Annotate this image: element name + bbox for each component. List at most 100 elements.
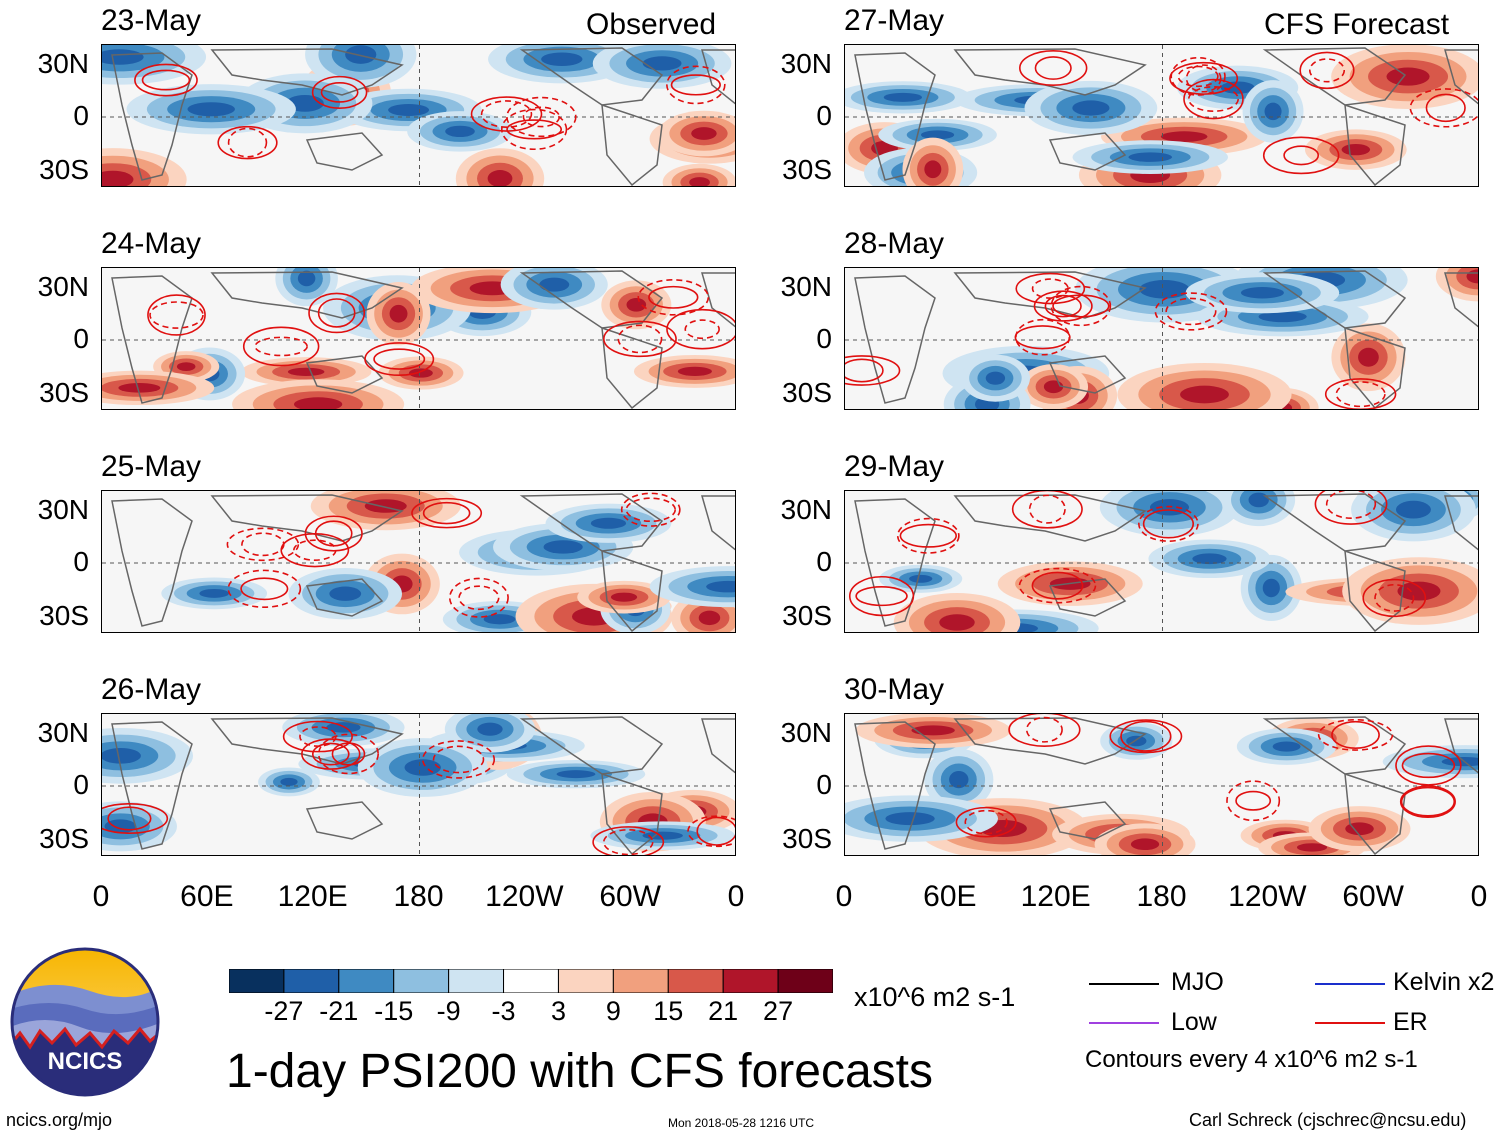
er-contour — [1425, 93, 1466, 123]
er-contour — [666, 308, 735, 350]
colorbar-units: x10^6 m2 s-1 — [854, 982, 1016, 1012]
negative-anomaly — [326, 722, 361, 733]
er-contour — [1170, 56, 1226, 96]
y-tick-label: 0 — [816, 100, 832, 131]
negative-anomaly — [102, 49, 144, 65]
coastline — [1444, 272, 1478, 328]
negative-anomaly — [539, 277, 570, 292]
er-contour — [955, 806, 1017, 838]
negative-anomaly — [1139, 280, 1190, 299]
negative-anomaly — [885, 812, 935, 826]
x-tick-label: 60E — [180, 880, 234, 913]
er-contour — [1317, 718, 1394, 751]
y-tick-label: 30S — [39, 154, 89, 185]
positive-anomaly — [689, 177, 710, 186]
y-tick-label: 0 — [816, 323, 832, 354]
negative-anomaly — [642, 56, 682, 71]
er-contour — [1324, 378, 1397, 409]
er-contour — [311, 742, 350, 766]
coastline — [1344, 549, 1406, 632]
er-contour — [845, 355, 901, 386]
coastline — [1444, 718, 1478, 774]
panel-date-label: 30-May — [844, 673, 945, 706]
negative-anomaly — [1128, 152, 1173, 162]
er-contour — [1050, 285, 1112, 327]
y-tick-label: 0 — [73, 100, 89, 131]
er-contour — [240, 577, 289, 601]
x-tick-label: 0 — [1470, 880, 1488, 913]
coastline — [601, 549, 663, 632]
y-tick-label: 30N — [780, 48, 832, 79]
er-contour — [317, 298, 356, 328]
legend-kelvin-label: Kelvin x2 — [1393, 968, 1495, 996]
coastline — [305, 355, 384, 394]
colorbar-tick-label: -27 — [264, 996, 304, 1026]
er-contour — [147, 294, 206, 336]
er-contour — [227, 127, 268, 158]
positive-anomaly — [287, 367, 325, 376]
negative-anomaly — [1262, 578, 1280, 598]
coastline — [111, 52, 193, 181]
y-tick-label: 0 — [816, 769, 832, 800]
colorbar-tick-label: 27 — [763, 996, 794, 1026]
negative-anomaly — [483, 614, 516, 625]
map-panel — [101, 713, 736, 856]
er-contour — [1044, 294, 1082, 318]
x-tick-label: 120E — [277, 880, 348, 913]
positive-anomaly — [1341, 143, 1371, 156]
negative-anomaly — [1258, 311, 1307, 323]
y-tick-label: 0 — [816, 546, 832, 577]
positive-anomaly — [176, 362, 196, 371]
er-contour — [293, 539, 337, 561]
observed-label: Observed — [586, 8, 717, 41]
er-contour — [506, 119, 563, 140]
coastline — [1444, 49, 1478, 105]
x-tick-label: 60W — [1342, 880, 1404, 913]
er-contour — [1308, 58, 1346, 83]
coastline — [1444, 495, 1478, 551]
y-tick-label: 30S — [782, 154, 832, 185]
coastline — [1048, 132, 1127, 171]
footer-url[interactable]: ncics.org/mjo — [6, 1110, 113, 1130]
panel-date-label: 28-May — [844, 227, 945, 260]
er-contour — [1034, 56, 1072, 80]
er-contour — [696, 816, 735, 846]
y-tick-label: 0 — [73, 769, 89, 800]
colorbar-tick-label: 15 — [653, 996, 684, 1026]
negative-anomaly — [949, 770, 969, 789]
main-title: 1-day PSI200 with CFS forecasts — [226, 1045, 933, 1098]
positive-anomaly — [1345, 822, 1374, 836]
negative-anomaly — [297, 270, 316, 287]
negative-anomaly — [1192, 553, 1227, 565]
positive-anomaly — [677, 366, 712, 376]
er-contour — [899, 523, 957, 548]
er-contour — [254, 336, 308, 357]
er-contour — [1325, 491, 1377, 520]
er-contour — [648, 285, 699, 309]
y-tick-label: 30S — [782, 600, 832, 631]
coastline — [1344, 326, 1406, 409]
positive-anomaly — [102, 170, 134, 186]
negative-anomaly — [909, 574, 933, 583]
coastline — [1262, 47, 1407, 106]
coastline — [953, 717, 1147, 765]
map-panel — [844, 713, 1479, 856]
er-contour — [317, 733, 380, 775]
er-contour — [373, 348, 426, 370]
colorbar-swatch — [612, 968, 669, 994]
panel-date-label: 29-May — [844, 450, 945, 483]
coastline — [1048, 578, 1127, 617]
x-tick-label: 0 — [727, 880, 745, 913]
legend-low-line — [1089, 1022, 1159, 1024]
positive-anomaly — [487, 170, 513, 186]
map-panel — [844, 44, 1479, 187]
coastline — [953, 494, 1147, 542]
er-contour — [470, 96, 543, 132]
coastline — [305, 132, 384, 171]
coastline — [1262, 716, 1407, 775]
coastline — [111, 721, 193, 850]
x-tick-label: 180 — [1136, 880, 1187, 913]
er-contour — [1226, 780, 1281, 822]
colorbar-tick-label: 3 — [550, 996, 566, 1026]
y-tick-label: 30N — [37, 271, 89, 302]
